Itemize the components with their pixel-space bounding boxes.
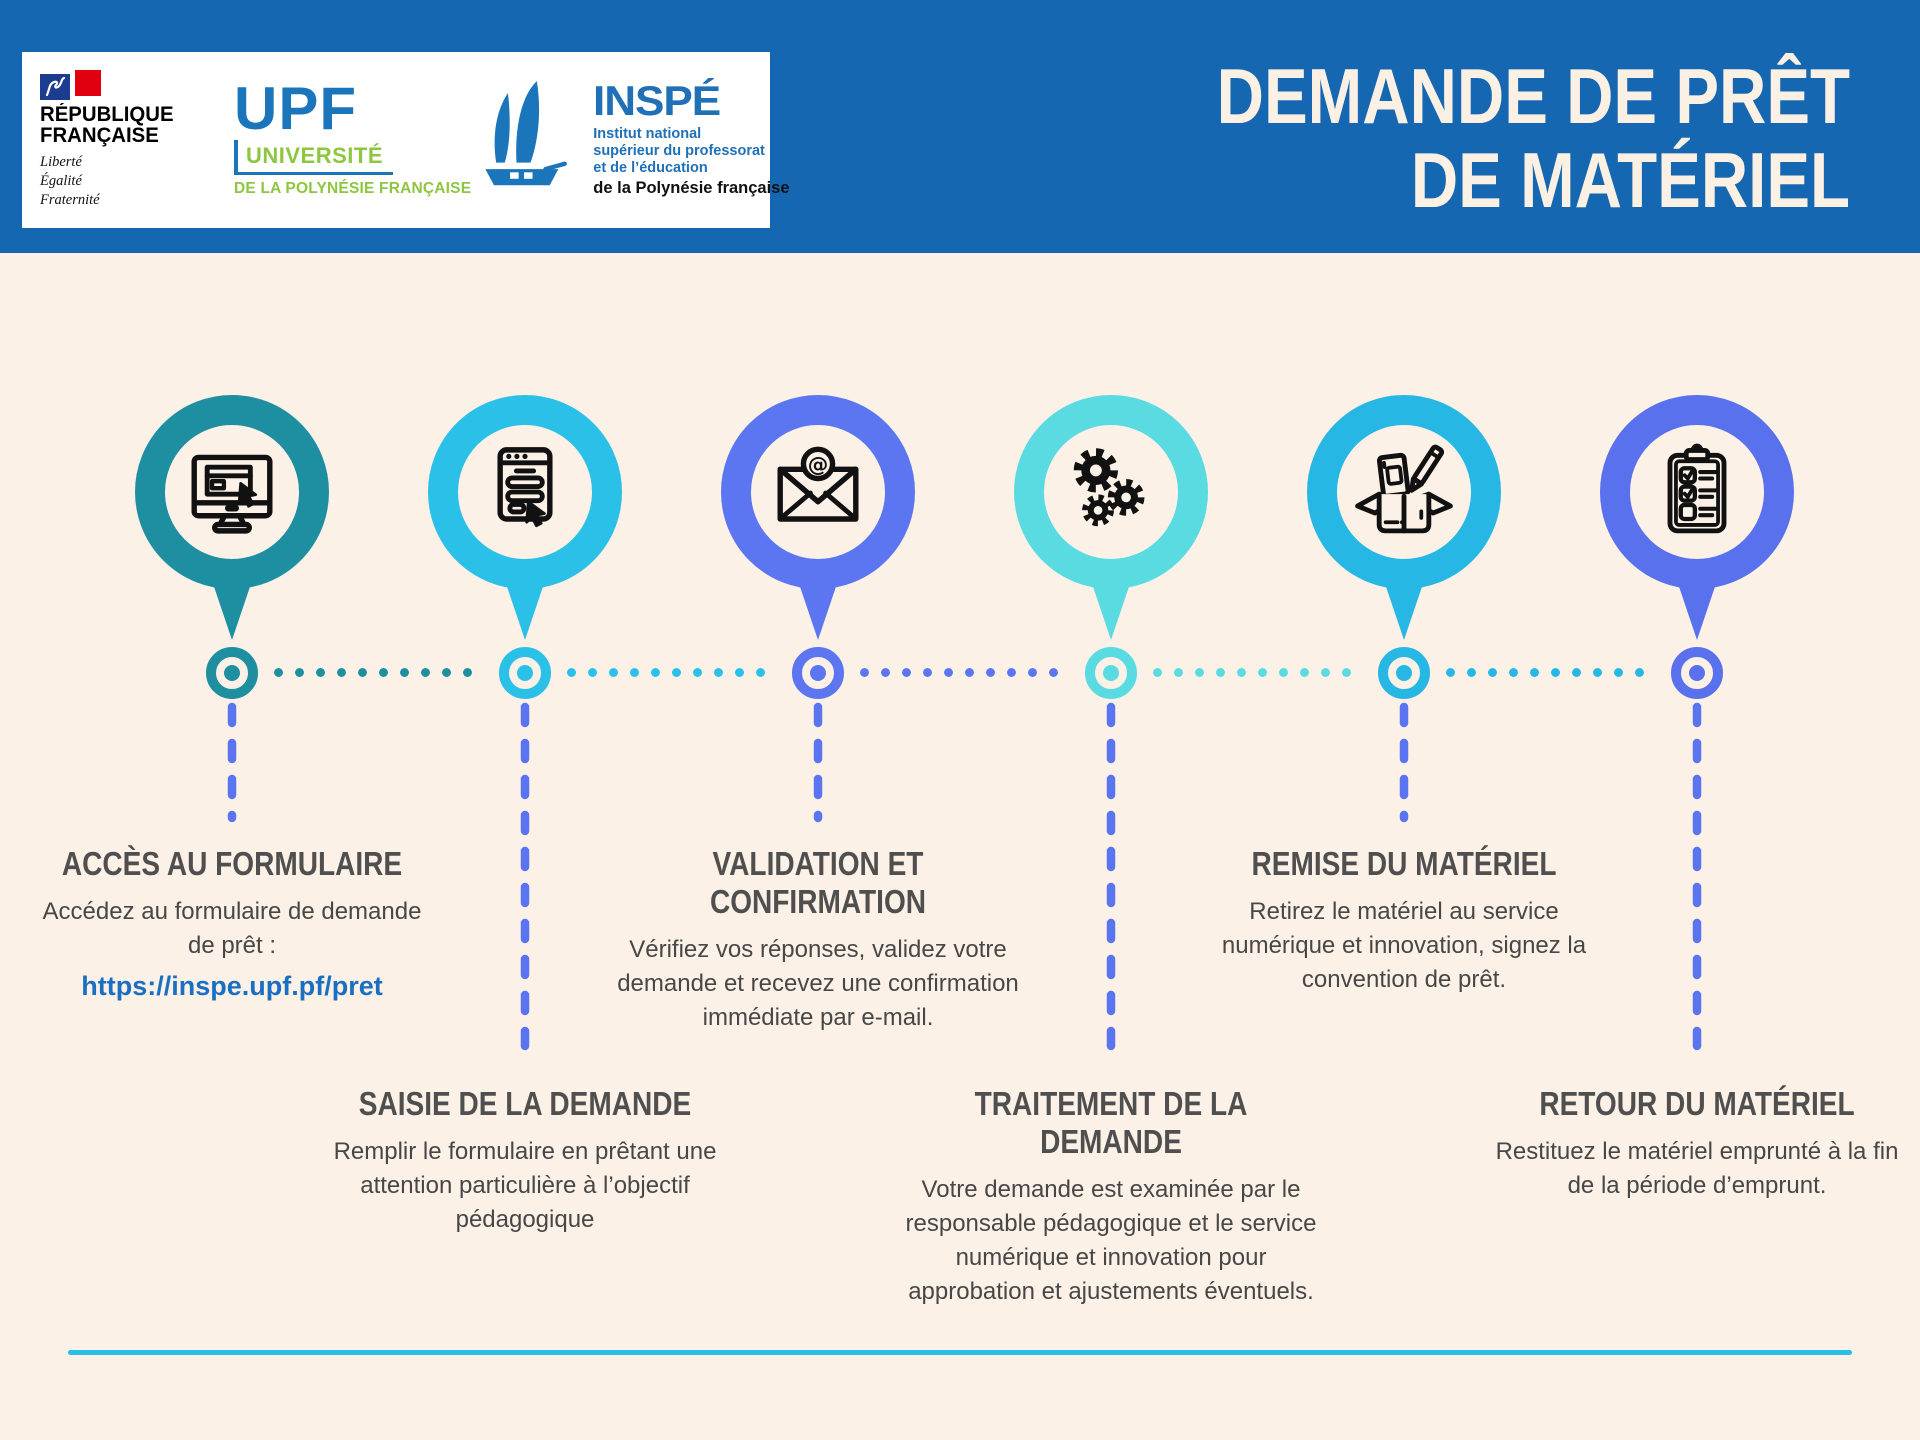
timeline-node xyxy=(792,647,844,699)
upf-polynesie-label: DE LA POLYNÉSIE FRANÇAISE xyxy=(234,179,472,197)
step-title: TRAITEMENT DE LA DEMANDE xyxy=(974,1085,1248,1160)
pin-icon-slot xyxy=(1643,438,1751,546)
upf-boat-icon xyxy=(481,79,568,202)
step-text-block: VALIDATION ET CONFIRMATION Vérifiez vos … xyxy=(612,845,1024,1035)
inspe-region: de la Polynésie française xyxy=(593,179,790,198)
dashed-connector-long xyxy=(1106,702,1116,1051)
open-box-icon xyxy=(1355,444,1453,534)
step-description: Remplir le formulaire en prêtant une att… xyxy=(333,1138,717,1233)
timeline-node-dot xyxy=(1396,665,1412,681)
timeline-node-dot xyxy=(810,665,826,681)
timeline-step: @ VALIDATION ET CONFIRMATION Vérifiez vo… xyxy=(608,0,1028,1440)
email-at-icon: @ xyxy=(777,446,859,522)
step-text-block: TRAITEMENT DE LA DEMANDE Votre demande e… xyxy=(905,1085,1317,1309)
step-title: ACCÈS AU FORMULAIRE xyxy=(61,845,403,882)
step-description: Vérifiez vos réponses, validez votre dem… xyxy=(617,936,1019,1031)
inspe-logo: INSPÉ Institut national supérieur du pro… xyxy=(593,80,811,198)
step-text-block: REMISE DU MATÉRIEL Retirez le matériel a… xyxy=(1198,845,1610,997)
timeline-node xyxy=(499,647,551,699)
timeline-step: SAISIE DE LA DEMANDE Remplir le formulai… xyxy=(315,0,735,1440)
checklist-icon xyxy=(1667,443,1727,534)
timeline-node xyxy=(1671,647,1723,699)
timeline-node-dot xyxy=(517,665,533,681)
timeline-step: REMISE DU MATÉRIEL Retirez le matériel a… xyxy=(1194,0,1614,1440)
step-title: SAISIE DE LA DEMANDE xyxy=(358,1085,692,1122)
step-description: Accédez au formulaire de demande de prêt… xyxy=(42,898,422,959)
timeline-dots-segment xyxy=(567,668,776,677)
timeline-step: ACCÈS AU FORMULAIRE Accédez au formulair… xyxy=(22,0,442,1440)
pin-icon-slot xyxy=(178,438,286,546)
timeline-node-dot xyxy=(1103,665,1119,681)
logo-box: RÉPUBLIQUE FRANÇAISE Liberté Égalité Fra… xyxy=(22,52,790,228)
pin-icon-slot: @ xyxy=(764,438,872,546)
bottom-divider xyxy=(68,1350,1852,1355)
pin-icon-slot xyxy=(1057,438,1165,546)
dashed-connector-short xyxy=(1399,702,1409,823)
timeline-node xyxy=(206,647,258,699)
form-url-link[interactable]: https://inspe.upf.pf/pret xyxy=(81,971,383,1001)
step-description: Restituez le matériel emprunté à la fin … xyxy=(1495,1138,1899,1199)
timeline-step: TRAITEMENT DE LA DEMANDE Votre demande e… xyxy=(901,0,1321,1440)
french-flag-icon xyxy=(40,70,208,101)
online-form-icon xyxy=(497,447,553,528)
republique-francaise-logo: RÉPUBLIQUE FRANÇAISE Liberté Égalité Fra… xyxy=(40,70,208,210)
dashed-connector-long xyxy=(520,702,530,1051)
timeline-dots-segment xyxy=(274,668,483,677)
step-title: RETOUR DU MATÉRIEL xyxy=(1539,1085,1855,1122)
timeline-node xyxy=(1378,647,1430,699)
step-title: REMISE DU MATÉRIEL xyxy=(1251,845,1557,882)
timeline-dots-segment xyxy=(860,668,1069,677)
inspe-acronym: INSPÉ xyxy=(593,76,721,124)
republique-motto: Liberté Égalité Fraternité xyxy=(40,154,100,208)
timeline-node-dot xyxy=(224,665,240,681)
svg-text:@: @ xyxy=(808,452,829,476)
computer-form-icon xyxy=(191,454,273,534)
step-description: Retirez le matériel au service numérique… xyxy=(1221,898,1587,993)
step-title: VALIDATION ET CONFIRMATION xyxy=(709,845,927,920)
header-band: RÉPUBLIQUE FRANÇAISE Liberté Égalité Fra… xyxy=(0,0,1920,253)
timeline-node xyxy=(1085,647,1137,699)
timeline-node-dot xyxy=(1689,665,1705,681)
timeline-step: RETOUR DU MATÉRIEL Restituez le matériel… xyxy=(1487,0,1907,1440)
timeline-dots-segment xyxy=(1153,668,1362,677)
flag-blue-block xyxy=(40,74,70,101)
upf-universite-label: UNIVERSITÉ xyxy=(234,139,394,175)
step-text-block: SAISIE DE LA DEMANDE Remplir le formulai… xyxy=(319,1085,731,1237)
dashed-connector-short xyxy=(227,702,237,823)
republique-name: RÉPUBLIQUE FRANÇAISE xyxy=(40,103,174,148)
upf-acronym: UPF xyxy=(234,74,357,142)
step-description: Votre demande est examinée par le respon… xyxy=(905,1176,1317,1305)
page-title: DEMANDE DE PRÊT DE MATÉRIEL xyxy=(1216,52,1850,224)
timeline-dots-segment xyxy=(1446,668,1655,677)
pin-icon-slot xyxy=(1350,438,1458,546)
gears-icon xyxy=(1073,448,1145,527)
step-text-block: RETOUR DU MATÉRIEL Restituez le matériel… xyxy=(1491,1085,1903,1203)
inspe-description: Institut national supérieur du professor… xyxy=(593,125,765,176)
dashed-connector-short xyxy=(813,702,823,823)
step-text-block: ACCÈS AU FORMULAIRE Accédez au formulair… xyxy=(26,845,438,1002)
upf-logo: UPF UNIVERSITÉ DE LA POLYNÉSIE FRANÇAISE xyxy=(234,74,568,202)
pin-icon-slot xyxy=(471,438,579,546)
flag-red-block xyxy=(75,70,101,97)
dashed-connector-long xyxy=(1692,702,1702,1051)
